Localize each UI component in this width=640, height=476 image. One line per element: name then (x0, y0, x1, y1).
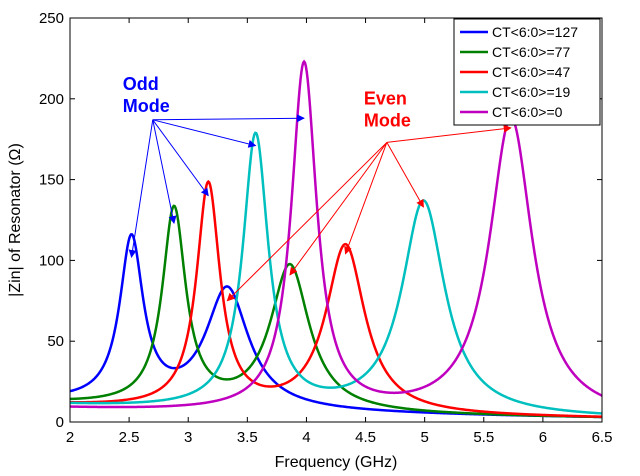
annotation-arrow (386, 124, 512, 143)
annotation-arrow (344, 142, 388, 255)
series-line (70, 179, 603, 418)
annotation-arrow (386, 142, 424, 208)
y-axis: 0 50 100 150 200 250 (39, 10, 602, 431)
x-tick-label: 4 (302, 429, 310, 446)
y-tick-label: 50 (47, 333, 64, 350)
x-tick-label: 6.5 (592, 429, 613, 446)
legend-label: CT<6:0>=127 (492, 24, 578, 40)
x-tick-label: 3.5 (237, 429, 258, 446)
x-tick-label: 2.5 (119, 429, 140, 446)
y-tick-label: 100 (39, 252, 64, 269)
annotation-text: Even (364, 88, 407, 108)
annotation-arrow (152, 119, 209, 197)
legend: CT<6:0>=127 CT<6:0>=77 CT<6:0>=47 CT<6:0>=1… (453, 18, 601, 126)
annotation-arrow (226, 142, 388, 302)
legend-label: CT<6:0>=19 (492, 84, 570, 100)
x-tick-label: 2 (66, 429, 74, 446)
x-tick-label: 5.5 (473, 429, 494, 446)
x-tick-label: 5 (420, 429, 428, 446)
plot-frame (69, 17, 603, 423)
annotation-text: Mode (364, 110, 411, 130)
annotation-text: Mode (123, 96, 170, 116)
annotation-text: Odd (123, 74, 159, 94)
legend-label: CT<6:0>=77 (492, 44, 570, 60)
y-tick-label: 150 (39, 172, 64, 189)
x-tick-label: 6 (539, 429, 547, 446)
legend-label: CT<6:0>=47 (492, 64, 570, 80)
annotation-arrow (289, 142, 388, 276)
annotation-arrow (128, 119, 154, 258)
series-line (69, 204, 603, 419)
x-tick-label: 4.5 (355, 429, 376, 446)
y-tick-label: 200 (39, 91, 64, 108)
annotation-arrow (152, 114, 305, 123)
legend-label: CT<6:0>=0 (492, 104, 563, 120)
y-tick-label: 0 (56, 414, 64, 431)
y-tick-label: 250 (39, 10, 64, 27)
annotation-arrow (152, 119, 177, 225)
series-line (69, 131, 603, 415)
annotation-arrow (152, 119, 257, 148)
x-tick-label: 3 (184, 429, 192, 446)
x-axis-label: Frequency (GHz) (275, 454, 398, 471)
y-axis-label: |Zin| of Resonator (Ω) (7, 143, 24, 297)
x-axis: 2 2.5 3 3.5 4 4.5 5 5.5 6 6.5 (66, 18, 613, 446)
